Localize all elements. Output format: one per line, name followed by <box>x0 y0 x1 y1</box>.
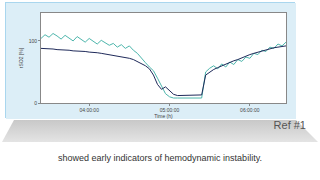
svg-text:Time (h): Time (h) <box>154 113 173 119</box>
html-text:Ref #1: Ref #1 <box>273 119 306 131</box>
html-text:showed early indicators of hem: showed early indicators of hemodynamic i… <box>58 153 262 163</box>
svg-text:06:00:00: 06:00:00 <box>240 107 260 113</box>
svg-text:0: 0 <box>34 100 37 106</box>
svg-text:04:00:00: 04:00:00 <box>79 107 99 113</box>
svg-text:rSO2 [%]: rSO2 [%] <box>18 47 24 68</box>
svg-text:05:00:00: 05:00:00 <box>160 107 180 113</box>
svg-text:100: 100 <box>29 38 38 44</box>
